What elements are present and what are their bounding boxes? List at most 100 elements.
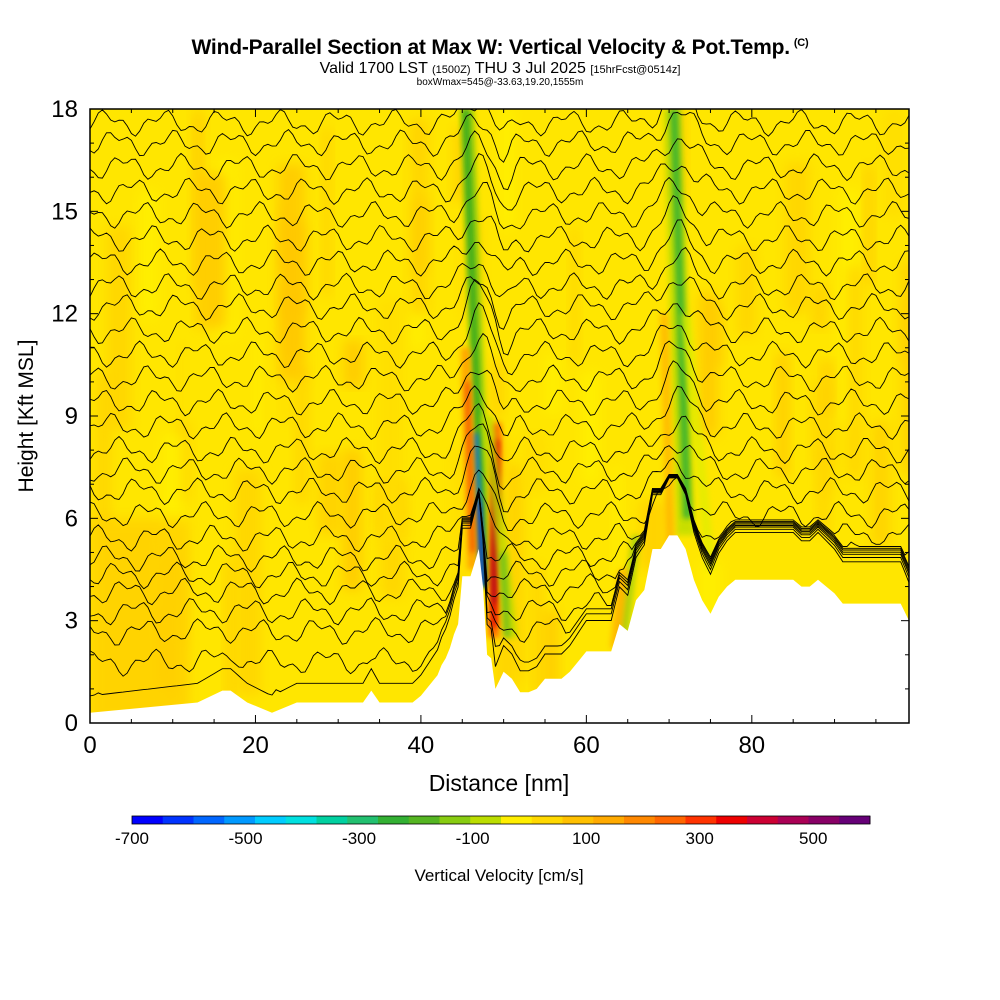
field-patch [199,173,227,328]
theta-contour [90,276,909,330]
field-patch [107,225,132,430]
copyright-mark: (C) [793,37,809,49]
terrain-mask [90,535,909,723]
theta-contour [90,111,909,163]
colorbar-swatch [193,816,225,824]
theta-contour [90,475,909,626]
colorbar-swatch [839,816,871,824]
colorbar-swatch [777,816,809,824]
x-tick-label: 0 [83,732,96,759]
field-patch [511,590,522,704]
field-patch [278,164,305,381]
colorbar-frame [131,815,871,825]
valid-utc: (1500Z) [432,64,471,76]
field-patch [413,199,428,270]
theta-contour [90,476,909,677]
theta-contour [90,360,909,417]
field-patch [822,361,833,413]
field-patch [737,246,756,337]
field-patch [194,117,202,326]
x-tick-label: 20 [242,732,269,759]
field-patch [179,343,187,463]
field-patch [613,469,622,577]
colorbar-swatch [132,816,164,824]
colorbar-swatch [501,816,533,824]
colorbar-tick-label: 500 [799,829,827,848]
y-tick-label: 3 [65,608,78,635]
theta-contour [90,385,909,441]
theta-contour [90,445,909,513]
chart-title: Wind-Parallel Section at Max W: Vertical… [0,36,1000,60]
theta-contour [90,130,909,191]
field-patch [812,284,827,330]
field-patch [901,297,909,364]
y-tick-label: 6 [65,505,78,532]
field-patch [784,162,811,314]
field-patch [234,469,261,696]
field-patch [847,266,863,478]
colorbar-swatch [716,816,748,824]
colorbar-tick-label: 300 [686,829,714,848]
field-patch [322,127,332,297]
y-axis-label: Height [Kft MSL] [15,340,38,493]
theta-contour [90,246,909,301]
theta-contour [90,403,909,465]
updraft-core [659,313,675,553]
theta-contour [90,219,909,277]
colorbar-swatch [470,816,502,824]
forecast-info: [15hrFcst@0514z] [590,64,681,76]
x-tick-label: 40 [408,732,435,759]
theta-contour [90,475,909,606]
theta-contour [90,473,909,553]
downdraft-core [481,416,518,638]
colorbar-swatch [531,816,563,824]
colorbar-swatch [378,816,410,824]
field-patch [90,518,190,723]
field-patch [570,227,579,363]
colorbar-swatch [255,816,287,824]
colorbar-swatch [439,816,471,824]
theta-contour [90,302,909,376]
colorbar-tick-label: -500 [229,829,263,848]
colorbar-swatch [593,816,625,824]
x-tick-label: 60 [573,732,600,759]
downdraft-core [462,109,487,587]
axes: 0 3 6 9 12 15 18 0 20 40 60 80 [51,96,909,759]
colorbar: -700 -500 -300 -100 100 300 500 [115,815,871,848]
downdraft-core [680,313,716,570]
updraft-core [610,569,629,648]
colorbar-swatch [162,816,194,824]
plot-area [90,109,909,723]
x-axis-label: Distance [nm] [429,770,570,796]
theta-contour [90,176,909,230]
field-patch [872,421,890,546]
colorbar-swatch [408,816,440,824]
field-patch [776,352,789,478]
y-tick-label: 9 [65,403,78,430]
field-patch [498,109,515,229]
field-patch [342,449,362,591]
title-text: Wind-Parallel Section at Max W: Vertical… [191,36,791,59]
colorbar-swatch [285,816,317,824]
colorbar-swatch [316,816,348,824]
theta-contour [90,278,909,356]
colorbar-tick-label: 100 [572,829,600,848]
colorbar-tick-label: -300 [342,829,376,848]
field-patch [378,299,402,534]
valid-time-line: Valid 1700 LST (1500Z) THU 3 Jul 2025 [1… [0,60,1000,78]
field-patch [139,190,158,319]
colorbar-swatch [654,816,686,824]
theta-contour [90,153,909,211]
velocity-field-patches [90,109,909,723]
colorbar-swatch [808,816,840,824]
field-patch [343,340,364,388]
theta-contour [90,109,909,137]
theta-contour [90,423,909,491]
theta-contour [90,332,909,393]
field-patch [883,109,906,218]
colorbar-swatch [685,816,717,824]
field-patch [532,565,543,695]
theta-contours [90,109,909,697]
theta-contour [90,475,909,646]
